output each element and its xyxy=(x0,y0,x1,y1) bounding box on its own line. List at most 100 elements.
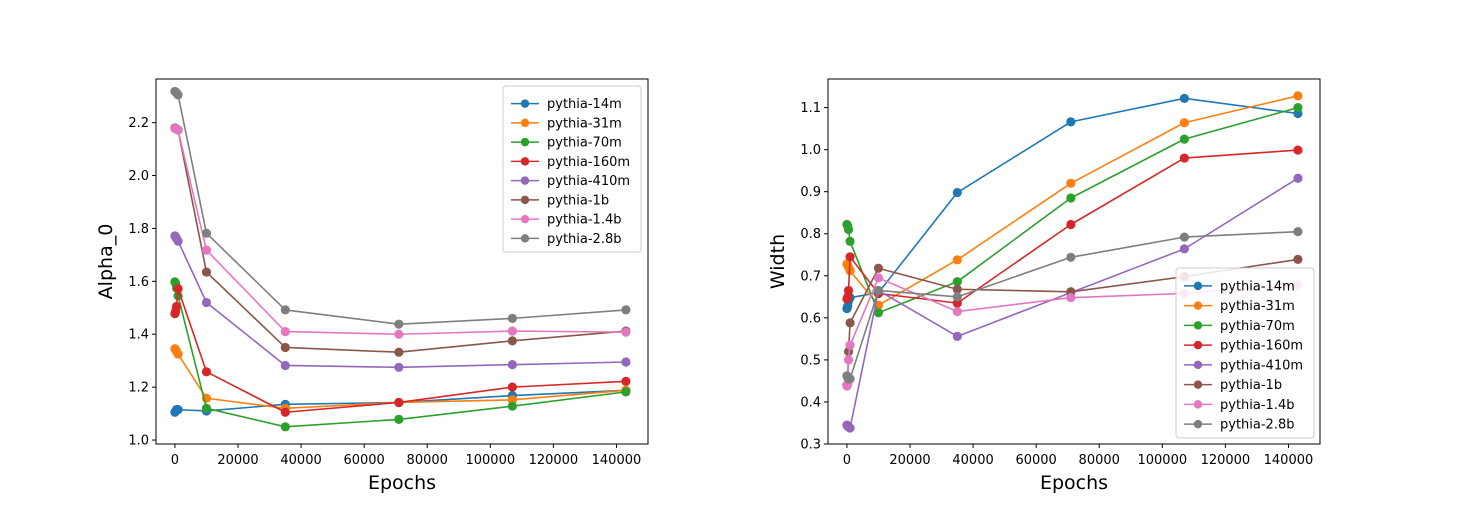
data-point-pythia-2.8b-3 xyxy=(845,374,855,384)
legend: pythia-14m pythia-31m pythia-70m pythia-160… xyxy=(502,85,642,253)
data-point-pythia-2.8b-6 xyxy=(1066,252,1076,262)
data-point-pythia-14m-7 xyxy=(1179,93,1189,103)
x-tick-label: 120000 xyxy=(529,453,579,468)
legend-entry-pythia-1.4b: pythia-1.4b xyxy=(1184,398,1294,413)
data-point-pythia-160m-4 xyxy=(201,367,212,377)
legend-marker-pythia-31m xyxy=(1193,301,1203,310)
x-tick-label: 120000 xyxy=(1201,453,1251,468)
x-tick-label: 60000 xyxy=(1015,453,1056,468)
data-point-pythia-70m-6 xyxy=(1066,193,1076,203)
legend-marker-pythia-1.4b xyxy=(1193,400,1203,409)
legend-entry-pythia-1b: pythia-1b xyxy=(511,193,609,208)
y-tick-label: 1.6 xyxy=(128,275,149,290)
data-point-pythia-70m-3 xyxy=(845,236,855,246)
legend-marker-pythia-70m xyxy=(1193,321,1203,330)
legend-marker-pythia-160m xyxy=(520,157,530,166)
data-point-pythia-1b-4 xyxy=(201,267,212,277)
legend-marker-pythia-14m xyxy=(1193,281,1203,291)
data-point-pythia-2.8b-4 xyxy=(201,228,212,238)
data-point-pythia-70m-8 xyxy=(1293,102,1303,113)
data-point-pythia-70m-5 xyxy=(952,277,962,287)
x-tick-label: 100000 xyxy=(1137,453,1187,468)
data-point-pythia-160m-3 xyxy=(173,284,183,294)
data-point-pythia-2.8b-4 xyxy=(873,285,884,296)
y-tick-label: 2.2 xyxy=(128,116,149,131)
legend-label-pythia-31m: pythia-31m xyxy=(1220,299,1295,314)
data-point-pythia-1.4b-6 xyxy=(1066,293,1076,303)
data-point-pythia-2.8b-5 xyxy=(280,305,290,315)
legend-label-pythia-1b: pythia-1b xyxy=(1220,378,1282,393)
data-point-pythia-160m-7 xyxy=(507,382,517,392)
y-tick-label: 1.0 xyxy=(800,143,821,158)
data-point-pythia-1.4b-3 xyxy=(173,125,183,135)
legend-entry-pythia-410m: pythia-410m xyxy=(1184,358,1303,373)
data-point-pythia-1.4b-4 xyxy=(873,273,884,283)
data-point-pythia-31m-7 xyxy=(1179,118,1189,128)
legend-marker-pythia-1b xyxy=(1193,380,1203,389)
y-axis-title: Alpha_0 xyxy=(95,224,117,300)
data-point-pythia-1.4b-8 xyxy=(621,327,631,337)
x-tick-label: 140000 xyxy=(1264,453,1314,468)
x-tick-label: 140000 xyxy=(592,453,642,468)
legend-entry-pythia-1b: pythia-1b xyxy=(1184,378,1282,393)
legend-marker-pythia-2.8b xyxy=(520,234,530,243)
x-tick-label: 40000 xyxy=(952,453,993,468)
legend-entry-pythia-160m: pythia-160m xyxy=(1184,339,1303,354)
data-point-pythia-1.4b-2 xyxy=(843,355,854,365)
data-point-pythia-70m-6 xyxy=(394,414,404,424)
legend-entry-pythia-410m: pythia-410m xyxy=(511,174,630,189)
data-point-pythia-2.8b-6 xyxy=(394,319,404,329)
y-axis-title: Width xyxy=(767,234,789,289)
data-point-pythia-1.4b-7 xyxy=(507,326,517,336)
data-point-pythia-2.8b-7 xyxy=(507,313,517,323)
data-point-pythia-70m-4 xyxy=(873,308,884,318)
data-point-pythia-410m-8 xyxy=(621,357,631,367)
legend-label-pythia-14m: pythia-14m xyxy=(547,97,622,112)
data-point-pythia-2.8b-7 xyxy=(1179,232,1189,242)
x-tick-label: 0 xyxy=(171,453,179,468)
x-tick-label: 0 xyxy=(843,453,851,468)
data-point-pythia-160m-5 xyxy=(280,407,290,417)
data-point-pythia-31m-5 xyxy=(952,255,962,265)
y-tick-label: 0.6 xyxy=(800,311,821,326)
y-tick-label: 1.1 xyxy=(800,101,821,116)
data-point-pythia-1.4b-5 xyxy=(280,326,290,337)
series-pythia-1.4b xyxy=(170,123,631,339)
data-point-pythia-70m-2 xyxy=(843,224,854,235)
y-tick-label: 0.8 xyxy=(800,227,821,242)
legend-marker-pythia-160m xyxy=(1193,340,1203,350)
data-point-pythia-1b-5 xyxy=(952,284,962,294)
data-point-pythia-31m-6 xyxy=(1066,178,1076,188)
y-tick-label: 1.0 xyxy=(128,434,149,449)
data-point-pythia-14m-6 xyxy=(1066,117,1076,127)
data-point-pythia-410m-7 xyxy=(507,360,517,370)
data-point-pythia-1b-4 xyxy=(873,263,884,273)
axes-frame xyxy=(155,78,649,445)
y-tick-label: 1.2 xyxy=(128,381,149,396)
x-tick-label: 100000 xyxy=(465,453,515,468)
data-point-pythia-1.4b-6 xyxy=(394,329,404,339)
data-point-pythia-410m-3 xyxy=(173,236,183,246)
legend-entry-pythia-31m: pythia-31m xyxy=(1184,299,1295,314)
legend-label-pythia-160m: pythia-160m xyxy=(1220,339,1303,354)
data-point-pythia-31m-7 xyxy=(507,395,517,405)
legend-label-pythia-1.4b: pythia-1.4b xyxy=(1220,398,1294,413)
legend-entry-pythia-1.4b: pythia-1.4b xyxy=(511,213,621,228)
data-point-pythia-160m-2 xyxy=(171,301,182,312)
series-pythia-410m xyxy=(170,231,631,372)
x-tick-label: 20000 xyxy=(217,453,258,468)
data-point-pythia-31m-3 xyxy=(173,349,183,359)
legend-entry-pythia-70m: pythia-70m xyxy=(511,136,622,151)
series-pythia-70m xyxy=(842,102,1303,318)
legend-box xyxy=(502,85,642,253)
data-point-pythia-1.4b-4 xyxy=(201,245,212,255)
data-point-pythia-410m-3 xyxy=(845,423,855,433)
data-point-pythia-410m-5 xyxy=(280,360,290,371)
data-point-pythia-1b-7 xyxy=(507,336,517,346)
data-point-pythia-160m-2 xyxy=(843,285,854,296)
width-chart: 0 20000 40000 60000 80000 100000 120000 140000 0… xyxy=(767,78,1321,494)
x-tick-label: 60000 xyxy=(343,453,384,468)
x-axis-title: Epochs xyxy=(368,472,436,494)
legend-label-pythia-1.4b: pythia-1.4b xyxy=(547,213,621,228)
